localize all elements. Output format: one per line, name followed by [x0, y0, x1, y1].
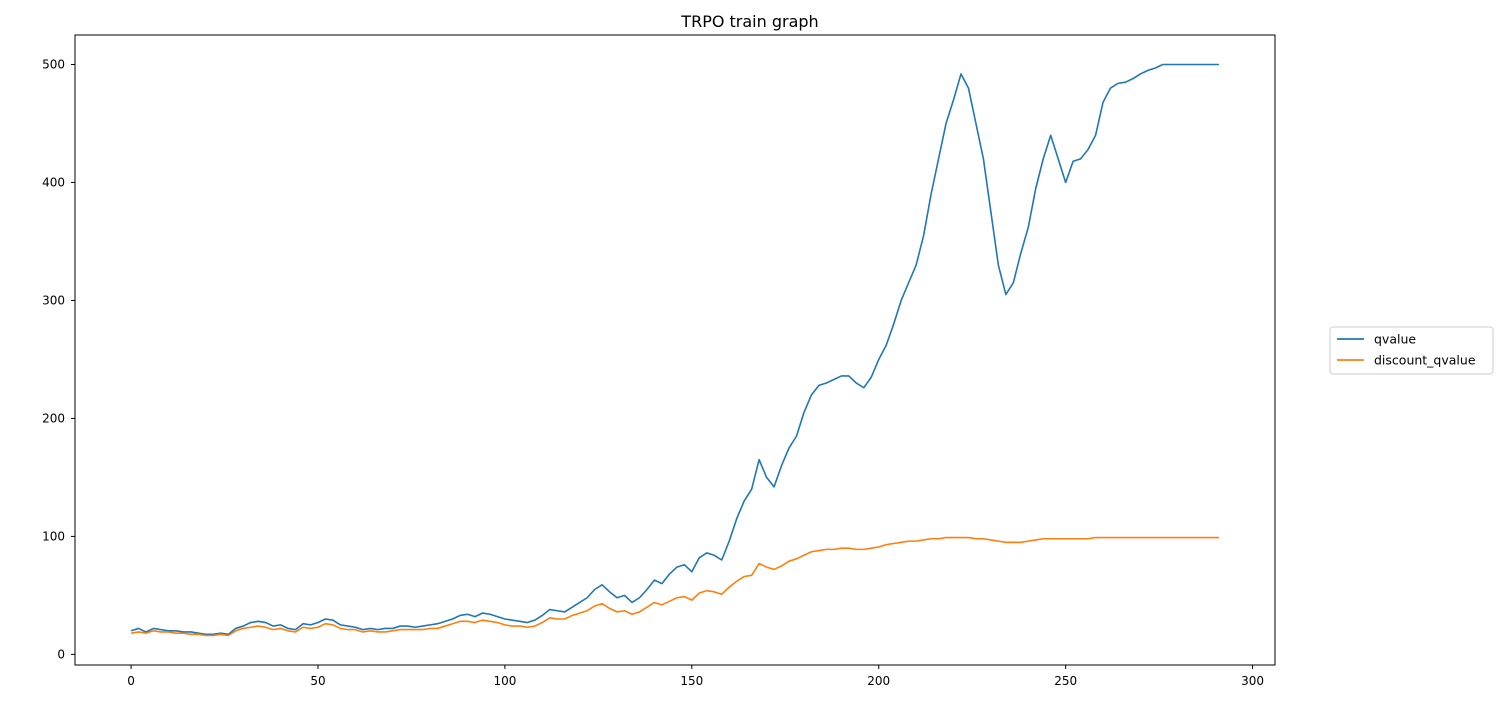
x-tick-label: 300 [1241, 674, 1264, 688]
series-layer [130, 63, 1219, 637]
y-axis: 0 100 200 300 400 500 [42, 57, 75, 661]
x-tick-label: 150 [680, 674, 703, 688]
y-tick-label: 300 [42, 293, 65, 307]
y-tick-label: 100 [42, 529, 65, 543]
y-tick-label: 0 [57, 647, 65, 661]
x-tick-label: 100 [493, 674, 516, 688]
x-tick-label: 50 [310, 674, 325, 688]
x-tick-label: 200 [867, 674, 890, 688]
legend-box [1329, 326, 1494, 375]
y-tick-label: 400 [42, 175, 65, 189]
legend-label: discount_qvalue [1374, 353, 1476, 368]
y-tick-label: 200 [42, 411, 65, 425]
legend-label: qvalue [1374, 332, 1416, 347]
series-line-discount-qvalue [130, 536, 1219, 637]
y-tick-label: 500 [42, 57, 65, 71]
x-axis: 0 50 100 150 200 250 300 [127, 665, 1264, 688]
chart-title: TRPO train graph [680, 12, 818, 31]
plot-frame [74, 34, 1276, 666]
series-line-qvalue [130, 63, 1219, 636]
legend: qvalue discount_qvalue [1329, 326, 1494, 375]
x-tick-label: 250 [1054, 674, 1077, 688]
x-tick-label: 0 [127, 674, 135, 688]
